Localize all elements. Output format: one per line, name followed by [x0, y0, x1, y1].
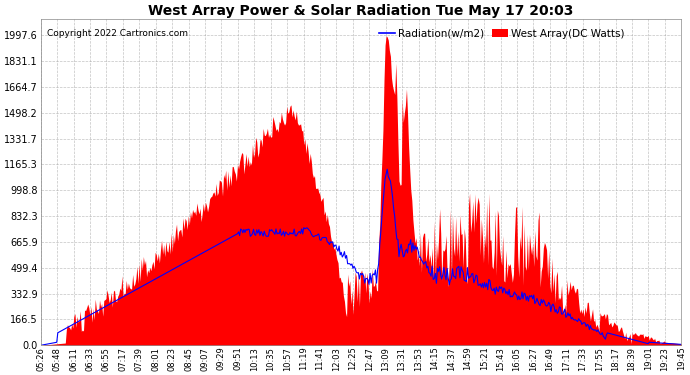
Title: West Array Power & Solar Radiation Tue May 17 20:03: West Array Power & Solar Radiation Tue M… — [148, 4, 573, 18]
Legend: Radiation(w/m2), West Array(DC Watts): Radiation(w/m2), West Array(DC Watts) — [375, 24, 629, 43]
Text: Copyright 2022 Cartronics.com: Copyright 2022 Cartronics.com — [47, 29, 188, 38]
